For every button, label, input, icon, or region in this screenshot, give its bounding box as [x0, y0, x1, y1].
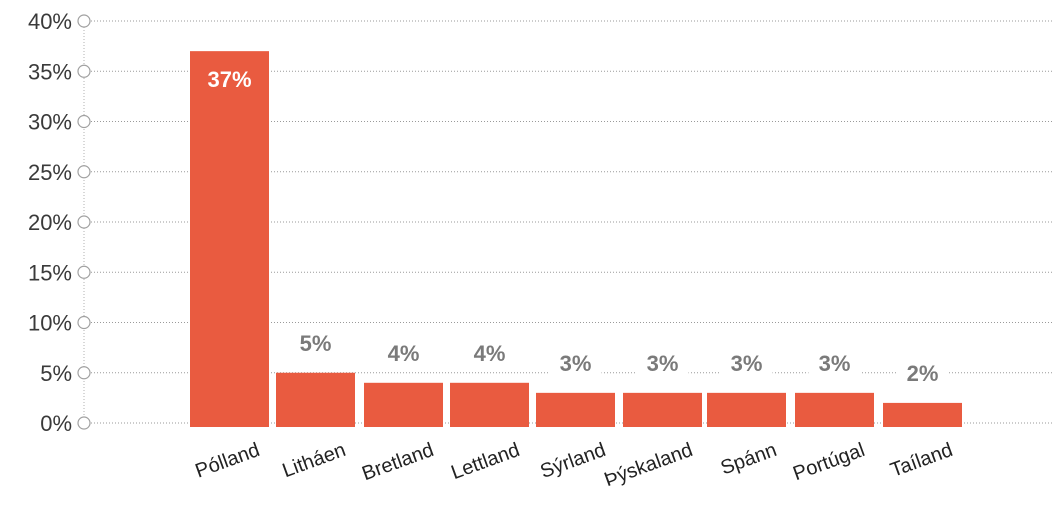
- data-label: 4%: [388, 341, 420, 366]
- y-tick-label: 20%: [28, 210, 72, 235]
- y-tick-label: 5%: [40, 361, 72, 386]
- y-tick-label: 40%: [28, 9, 72, 34]
- data-label: 5%: [300, 331, 332, 356]
- y-tick-label: 30%: [28, 110, 72, 135]
- y-tick-marker: [77, 416, 91, 430]
- y-tick-label: 10%: [28, 311, 72, 336]
- bar: [450, 382, 529, 427]
- data-label: 3%: [731, 351, 763, 376]
- bar: [190, 51, 269, 428]
- data-label: 2%: [907, 361, 939, 386]
- y-tick-marker: [77, 215, 91, 229]
- x-tick-label: Taíland: [888, 439, 956, 482]
- y-tick-marker: [77, 14, 91, 28]
- data-label: 3%: [819, 351, 851, 376]
- x-axis-labels: Pólland Litháen Bretland Lettland SýrlandÞýs…: [192, 439, 955, 491]
- data-label-background: [720, 350, 773, 379]
- x-tick-label: Litháen: [280, 439, 349, 482]
- y-tick-marker: [77, 265, 91, 279]
- data-label-background: [289, 330, 342, 359]
- data-label: 3%: [560, 351, 592, 376]
- y-tick-marker: [77, 165, 91, 179]
- y-tick-marker: [77, 366, 91, 380]
- x-tick-label: Pólland: [192, 439, 262, 482]
- bar: [623, 392, 702, 427]
- bar-layer: [190, 51, 962, 428]
- data-label-background: [636, 350, 689, 379]
- data-label-background: [549, 350, 602, 379]
- bar: [276, 372, 355, 427]
- x-tick-label: Lettland: [448, 439, 522, 484]
- data-label-layer: 37% 5% 4% 4% 3% 3% 3% 3% 2%: [207, 67, 949, 389]
- y-tick-marker: [77, 315, 91, 330]
- x-tick-label: Þýskaland: [601, 439, 695, 491]
- data-label: 37%: [207, 67, 251, 92]
- y-tick-label: 0%: [40, 411, 72, 436]
- y-tick-label: 35%: [28, 59, 72, 84]
- bar: [883, 402, 962, 427]
- x-tick-label: Spánn: [718, 439, 780, 479]
- x-tick-label: Sýrland: [537, 439, 608, 483]
- y-tick-label: 25%: [28, 160, 72, 185]
- y-tick-marker: [77, 114, 91, 129]
- data-label: 3%: [647, 351, 679, 376]
- data-label-background: [808, 350, 861, 379]
- y-axis: 0% 5% 10% 15% 20% 25% 30% 35% 40%: [28, 9, 91, 436]
- bar: [795, 392, 874, 427]
- x-tick-label: Bretland: [359, 439, 437, 485]
- y-tick-marker: [77, 64, 91, 78]
- bar: [364, 382, 443, 427]
- data-label-background: [896, 360, 949, 389]
- bar: [707, 392, 786, 427]
- data-label: 4%: [474, 341, 506, 366]
- data-label-background: [377, 340, 430, 369]
- data-label-background: [463, 340, 516, 369]
- bar: [536, 392, 615, 427]
- x-tick-label: Portúgal: [790, 439, 868, 485]
- y-tick-label: 15%: [28, 260, 72, 285]
